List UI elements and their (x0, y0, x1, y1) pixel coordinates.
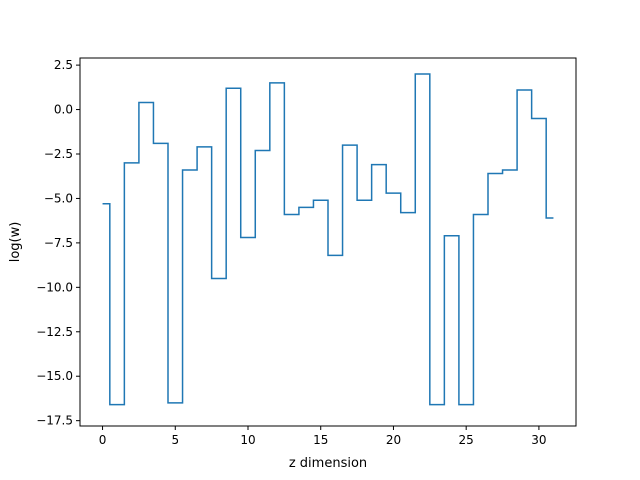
x-tick-label: 15 (313, 433, 328, 447)
y-tick-label: −5.0 (44, 191, 73, 205)
y-tick-label: −2.5 (44, 147, 73, 161)
y-axis-label: log(w) (8, 222, 23, 263)
x-tick-label: 5 (171, 433, 179, 447)
y-tick-label: −12.5 (36, 325, 73, 339)
plot-frame (79, 57, 577, 427)
x-tick-label: 25 (459, 433, 474, 447)
y-tick-label: −7.5 (44, 236, 73, 250)
x-axis-label: z dimension (289, 456, 367, 471)
y-tick-label: −10.0 (36, 280, 73, 294)
x-tick-label: 20 (386, 433, 401, 447)
y-tick-label: 0.0 (54, 103, 73, 117)
series-line (102, 73, 554, 406)
x-tick-label: 30 (531, 433, 546, 447)
x-axis-ticks: 0 5 10 15 20 25 30 (99, 426, 547, 447)
x-tick-label: 10 (240, 433, 255, 447)
y-tick-label: 2.5 (54, 58, 73, 72)
y-axis-ticks: 2.5 0.0 −2.5 −5.0 −7.5 −10.0 −12.5 −15.0 −17.5 (36, 58, 80, 428)
y-tick-label: −15.0 (36, 369, 73, 383)
y-tick-label: −17.5 (36, 414, 73, 428)
x-tick-label: 0 (99, 433, 107, 447)
